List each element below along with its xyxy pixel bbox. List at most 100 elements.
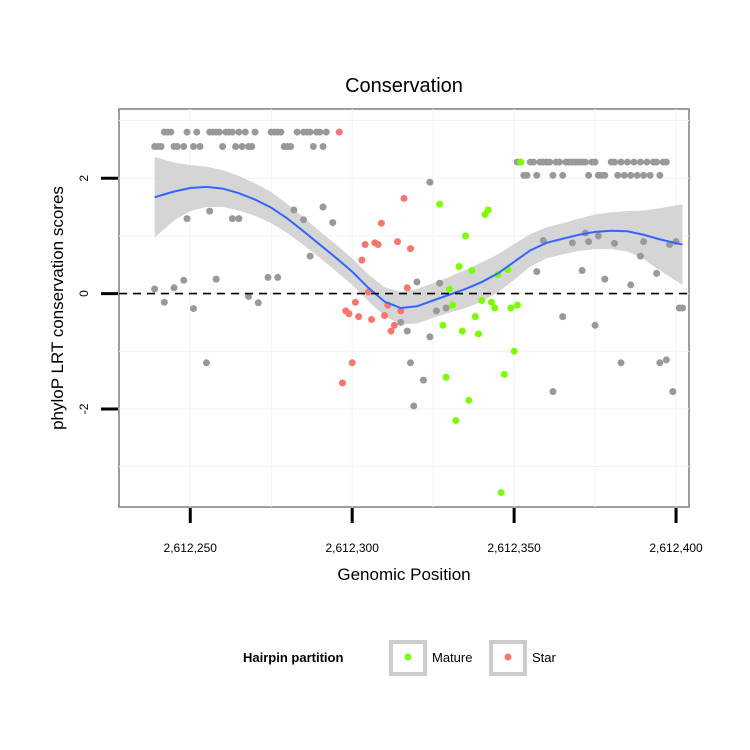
point-other: [656, 171, 664, 179]
point-other: [180, 276, 188, 284]
point-other: [623, 158, 631, 166]
point-other: [591, 158, 599, 166]
point-star: [361, 241, 369, 249]
point-star: [400, 194, 408, 202]
point-star: [394, 238, 402, 246]
point-other: [442, 304, 450, 312]
point-other: [546, 158, 554, 166]
point-other: [189, 142, 197, 150]
point-star: [368, 316, 376, 324]
point-other: [662, 158, 670, 166]
point-other: [426, 178, 434, 186]
point-other: [549, 171, 557, 179]
point-mature: [465, 396, 473, 404]
point-other: [251, 128, 259, 136]
point-star: [358, 256, 366, 264]
confidence-ribbon-layer: [154, 156, 683, 325]
point-other: [436, 279, 444, 287]
point-star: [355, 313, 363, 321]
point-star: [335, 128, 343, 136]
point-mature: [517, 158, 525, 166]
point-mature: [468, 267, 476, 275]
point-star: [403, 284, 411, 292]
point-other: [300, 216, 308, 224]
point-other: [264, 273, 272, 281]
point-other: [157, 142, 165, 150]
point-other: [636, 252, 644, 260]
chart-title: Conservation: [345, 75, 463, 97]
point-other: [662, 356, 670, 364]
point-mature: [471, 313, 479, 321]
point-other: [183, 128, 191, 136]
point-mature: [513, 301, 521, 309]
y-tick-label: -2: [77, 403, 91, 414]
point-other: [627, 281, 635, 289]
point-mature: [449, 301, 457, 309]
x-axis: 2,612,250 2,612,300 2,612,350 2,612,400: [164, 508, 703, 555]
point-other: [329, 219, 337, 227]
point-mature: [487, 298, 495, 306]
point-star: [348, 359, 356, 367]
point-other: [306, 252, 314, 260]
point-other: [277, 128, 285, 136]
point-other: [539, 237, 547, 245]
point-other: [679, 304, 687, 312]
point-star: [345, 310, 353, 318]
point-mature: [500, 370, 508, 378]
point-other: [254, 299, 262, 307]
point-star: [397, 307, 405, 315]
point-other: [183, 215, 191, 223]
point-star: [338, 379, 346, 387]
point-other: [202, 359, 210, 367]
point-other: [215, 128, 223, 136]
legend-title: Hairpin partition: [243, 650, 343, 665]
point-other: [413, 278, 421, 286]
point-other: [410, 402, 418, 410]
point-mature: [439, 321, 447, 329]
point-other: [322, 128, 330, 136]
point-other: [617, 158, 625, 166]
point-other: [235, 215, 243, 223]
x-tick-label: 2,612,350: [487, 541, 541, 555]
point-other: [306, 128, 314, 136]
legend: Hairpin partition Mature Star: [243, 640, 557, 676]
point-other: [219, 142, 227, 150]
point-mature: [484, 206, 492, 214]
point-other: [206, 207, 214, 215]
point-star: [377, 219, 385, 227]
point-other: [581, 158, 589, 166]
point-mature: [455, 262, 463, 270]
point-other: [656, 359, 664, 367]
point-mature: [507, 304, 515, 312]
point-other: [617, 359, 625, 367]
point-other: [530, 158, 538, 166]
point-other: [232, 142, 240, 150]
point-other: [274, 273, 282, 281]
y-axis: -2 0 2: [77, 175, 118, 414]
point-other: [646, 171, 654, 179]
point-star: [374, 241, 382, 249]
x-axis-title: Genomic Position: [337, 565, 470, 584]
point-other: [601, 171, 609, 179]
point-other: [633, 171, 641, 179]
point-other: [549, 388, 557, 396]
point-other: [403, 327, 411, 335]
point-mature: [452, 416, 460, 424]
point-other: [245, 292, 253, 300]
y-tick-label: 2: [77, 175, 91, 182]
point-other: [432, 307, 440, 315]
point-other: [151, 285, 159, 293]
point-other: [630, 158, 638, 166]
point-other: [241, 128, 249, 136]
point-other: [636, 158, 644, 166]
point-mature: [462, 232, 470, 240]
point-other: [611, 158, 619, 166]
point-other: [173, 142, 181, 150]
legend-label-star: Star: [532, 650, 557, 665]
point-mature: [445, 285, 453, 293]
point-star: [406, 245, 414, 253]
point-other: [591, 321, 599, 329]
legend-label-mature: Mature: [432, 650, 472, 665]
point-mature: [442, 373, 450, 381]
